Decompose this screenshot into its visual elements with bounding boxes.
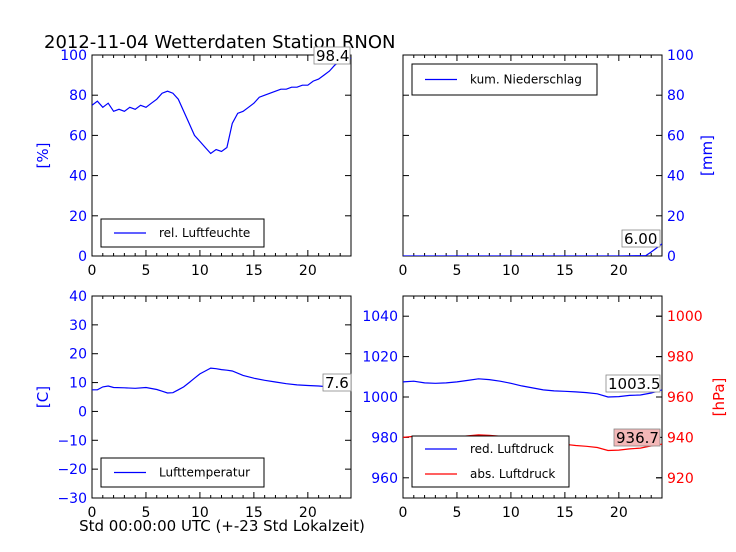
y-axis-label: [C] (34, 386, 52, 408)
y-tick-label: 0 (667, 249, 676, 265)
legend-label: red. Luftdruck (470, 442, 554, 456)
end-value-label: 98.4 (316, 47, 349, 65)
figure-xlabel: Std 00:00:00 UTC (+-23 Std Lokalzeit) (79, 517, 365, 535)
figure-title: 2012-11-04 Wetterdaten Station RNON (44, 32, 395, 53)
plot-precip: 0 5 10 15 20 0 20 40 60 80 100 [mm] kum. Niederschla… (399, 48, 716, 279)
end-value-label: 936.7 (616, 429, 659, 447)
y-tick-label: 80 (667, 88, 685, 104)
legend-label: abs. Luftdruck (470, 467, 555, 481)
x-tick-label: 0 (399, 263, 408, 279)
y-tick-label: 20 (667, 209, 685, 225)
x-tick-label: 0 (88, 505, 97, 521)
x-tick-label: 5 (141, 263, 150, 279)
plot-humidity: 0 5 10 15 20 0 20 40 60 80 100 [%] rel. Luftfeuchte 9… (34, 46, 352, 279)
y-right-tick-label: 940 (667, 430, 694, 446)
series-line-temperature-0 (92, 367, 351, 394)
series-line-pressure-0 (403, 378, 662, 398)
end-value-box (605, 374, 661, 393)
x-tick-label: 10 (502, 263, 520, 279)
y-tick-label: 960 (371, 471, 398, 487)
y-axis-label: [hPa] (710, 378, 728, 417)
y-tick-label: −30 (57, 491, 87, 507)
series-line-humidity-0 (92, 57, 351, 155)
y-tick-label: 40 (69, 289, 87, 305)
x-tick-label: 20 (299, 263, 317, 279)
end-value-box (322, 373, 352, 392)
y-right-tick-label: 1000 (667, 309, 703, 325)
end-value-label: 1003.5 (608, 375, 661, 393)
x-tick-label: 15 (556, 505, 574, 521)
legend-box (411, 435, 570, 488)
x-tick-label: 5 (452, 505, 461, 521)
end-value-box (621, 229, 661, 248)
legend-label: Lufttemperatur (159, 466, 250, 480)
y-axis-label: [%] (34, 143, 52, 169)
series-line-precip-0 (403, 243, 662, 256)
y-tick-label: 1000 (362, 390, 398, 406)
y-tick-label: −10 (57, 433, 87, 449)
y-tick-label: 20 (69, 209, 87, 225)
x-tick-label: 15 (556, 263, 574, 279)
y-tick-label: 60 (667, 128, 685, 144)
y-tick-label: 100 (667, 48, 694, 64)
x-tick-label: 10 (191, 263, 209, 279)
x-tick-label: 5 (452, 263, 461, 279)
x-tick-label: 20 (610, 505, 628, 521)
x-tick-label: 15 (245, 505, 263, 521)
x-tick-label: 0 (88, 263, 97, 279)
y-right-tick-label: 920 (667, 471, 694, 487)
x-tick-label: 20 (610, 263, 628, 279)
x-tick-label: 10 (502, 505, 520, 521)
y-tick-label: 0 (78, 404, 87, 420)
x-tick-label: 5 (141, 505, 150, 521)
y-right-tick-label: 980 (667, 350, 694, 366)
y-tick-label: 20 (69, 347, 87, 363)
y-tick-label: 980 (371, 430, 398, 446)
y-tick-label: −20 (57, 462, 87, 478)
y-tick-label: 40 (667, 169, 685, 185)
y-tick-label: 80 (69, 88, 87, 104)
y-tick-label: 100 (60, 48, 87, 64)
x-tick-label: 15 (245, 263, 263, 279)
y-tick-label: 1040 (362, 309, 398, 325)
y-tick-label: 40 (69, 169, 87, 185)
y-tick-label: 60 (69, 128, 87, 144)
end-value-box (613, 428, 661, 447)
end-value-label: 6.00 (624, 230, 657, 248)
y-axis-label: [mm] (698, 135, 716, 176)
y-tick-label: 1020 (362, 350, 398, 366)
y-tick-label: 0 (78, 249, 87, 265)
end-value-label: 7.6 (325, 374, 349, 392)
y-tick-label: 30 (69, 318, 87, 334)
legend-label: rel. Luftfeuchte (159, 226, 250, 240)
legend-label: kum. Niederschlag (470, 73, 582, 87)
x-tick-label: 0 (399, 505, 408, 521)
end-value-box (313, 46, 351, 65)
y-right-tick-label: 960 (667, 390, 694, 406)
x-tick-label: 10 (191, 505, 209, 521)
y-tick-label: 10 (69, 376, 87, 392)
plot-pressure: 0 5 10 15 20 960 980 1000 1020 1040 920 940 960 980 10… (362, 295, 728, 521)
plot-temperature: 0 5 10 15 20 −30 −20 −10 0 10 20 30 40 [C] Lufttempera… (34, 289, 352, 521)
x-tick-label: 20 (299, 505, 317, 521)
